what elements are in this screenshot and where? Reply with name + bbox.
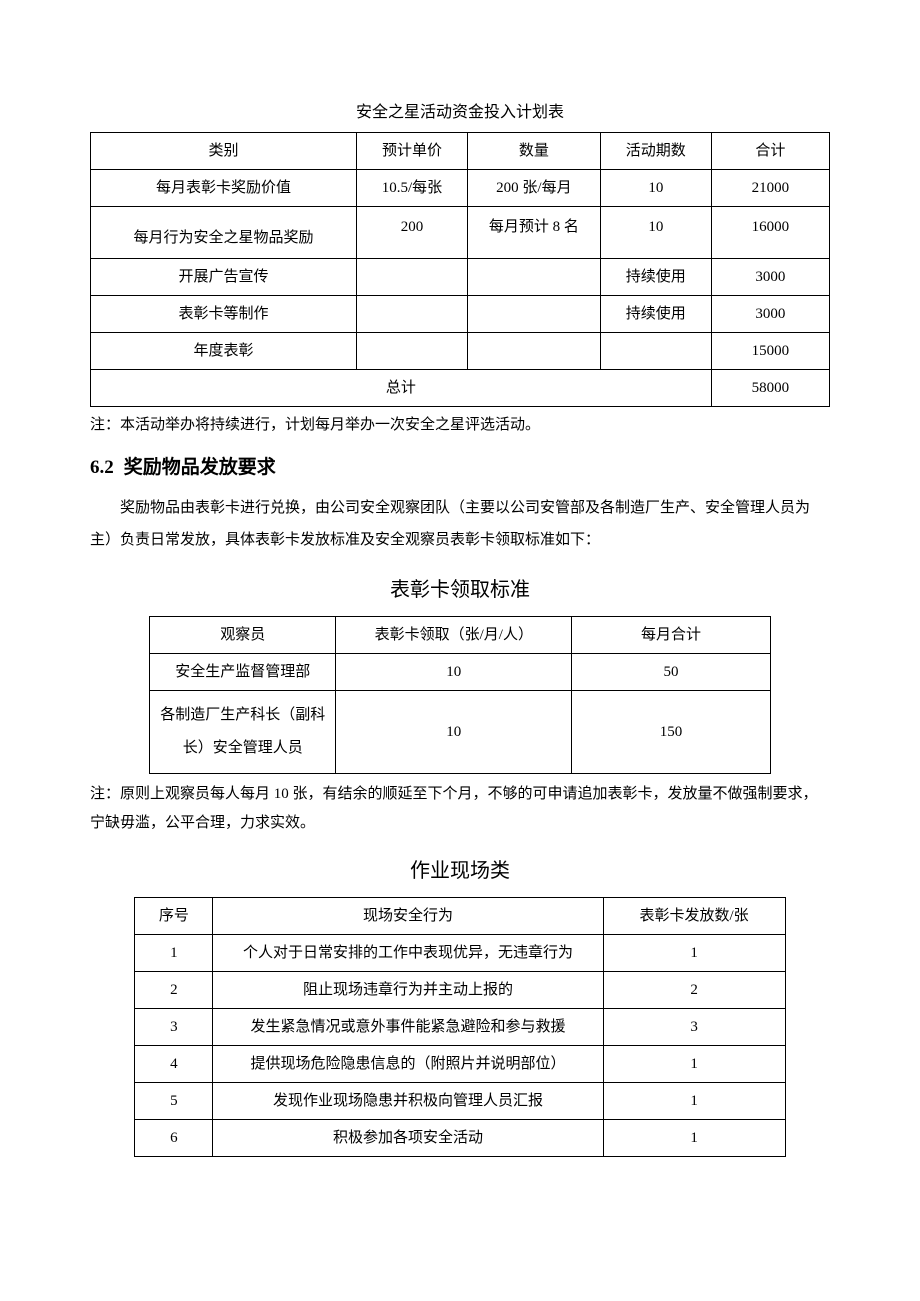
table-row: 5 发现作业现场隐患并积极向管理人员汇报 1 xyxy=(135,1083,785,1120)
cell: 21000 xyxy=(711,169,829,206)
cell: 发现作业现场隐患并积极向管理人员汇报 xyxy=(213,1083,603,1120)
cell xyxy=(467,258,600,295)
cell: 个人对于日常安排的工作中表现优异，无违章行为 xyxy=(213,935,603,972)
table-row: 表彰卡等制作 持续使用 3000 xyxy=(91,295,830,332)
th-behavior: 现场安全行为 xyxy=(213,898,603,935)
total-value: 58000 xyxy=(711,369,829,406)
cell: 10.5/每张 xyxy=(357,169,468,206)
cell: 各制造厂生产科长（副科长）安全管理人员 xyxy=(150,691,336,774)
cell xyxy=(357,332,468,369)
cell: 3000 xyxy=(711,295,829,332)
table-row: 1 个人对于日常安排的工作中表现优异，无违章行为 1 xyxy=(135,935,785,972)
table-row: 每月表彰卡奖励价值 10.5/每张 200 张/每月 10 21000 xyxy=(91,169,830,206)
table-row: 2 阻止现场违章行为并主动上报的 2 xyxy=(135,972,785,1009)
cell: 持续使用 xyxy=(600,295,711,332)
cell xyxy=(357,258,468,295)
cell: 3000 xyxy=(711,258,829,295)
cell: 2 xyxy=(135,972,213,1009)
cell: 提供现场危险隐患信息的（附照片并说明部位） xyxy=(213,1046,603,1083)
th-periods: 活动期数 xyxy=(600,132,711,169)
cell: 阻止现场违章行为并主动上报的 xyxy=(213,972,603,1009)
cell: 3 xyxy=(603,1009,785,1046)
cell: 50 xyxy=(572,654,771,691)
table-row: 序号 现场安全行为 表彰卡发放数/张 xyxy=(135,898,785,935)
cell: 15000 xyxy=(711,332,829,369)
th-count: 表彰卡发放数/张 xyxy=(603,898,785,935)
standard-table: 观察员 表彰卡领取（张/月/人） 每月合计 安全生产监督管理部 10 50 各制… xyxy=(149,616,771,774)
th-observer: 观察员 xyxy=(150,617,336,654)
cell: 积极参加各项安全活动 xyxy=(213,1120,603,1157)
cell: 1 xyxy=(603,935,785,972)
section-number: 6.2 xyxy=(90,457,114,478)
cell: 3 xyxy=(135,1009,213,1046)
cell: 表彰卡等制作 xyxy=(91,295,357,332)
table-row: 开展广告宣传 持续使用 3000 xyxy=(91,258,830,295)
total-label: 总计 xyxy=(91,369,712,406)
th-cards: 表彰卡领取（张/月/人） xyxy=(336,617,572,654)
budget-table: 类别 预计单价 数量 活动期数 合计 每月表彰卡奖励价值 10.5/每张 200… xyxy=(90,132,830,407)
cell: 10 xyxy=(336,654,572,691)
cell: 6 xyxy=(135,1120,213,1157)
table1-title: 安全之星活动资金投入计划表 xyxy=(90,100,830,126)
cell xyxy=(467,332,600,369)
th-seq: 序号 xyxy=(135,898,213,935)
cell: 200 xyxy=(357,206,468,258)
cell: 4 xyxy=(135,1046,213,1083)
cell: 每月表彰卡奖励价值 xyxy=(91,169,357,206)
cell: 1 xyxy=(603,1083,785,1120)
cell: 每月预计 8 名 xyxy=(467,206,600,258)
table-row: 6 积极参加各项安全活动 1 xyxy=(135,1120,785,1157)
cell: 安全生产监督管理部 xyxy=(150,654,336,691)
site-behavior-table: 序号 现场安全行为 表彰卡发放数/张 1 个人对于日常安排的工作中表现优异，无违… xyxy=(134,897,785,1157)
cell: 1 xyxy=(603,1120,785,1157)
table2-note: 注：原则上观察员每人每月 10 张，有结余的顺延至下个月，不够的可申请追加表彰卡… xyxy=(90,780,830,837)
cell: 150 xyxy=(572,691,771,774)
th-category: 类别 xyxy=(91,132,357,169)
table2-title: 表彰卡领取标准 xyxy=(90,574,830,606)
cell: 年度表彰 xyxy=(91,332,357,369)
table-row: 各制造厂生产科长（副科长）安全管理人员 10 150 xyxy=(150,691,771,774)
section-body: 奖励物品由表彰卡进行兑换，由公司安全观察团队（主要以公司安管部及各制造厂生产、安… xyxy=(90,493,830,556)
table-row-total: 总计 58000 xyxy=(91,369,830,406)
cell: 16000 xyxy=(711,206,829,258)
th-unitprice: 预计单价 xyxy=(357,132,468,169)
th-monthtotal: 每月合计 xyxy=(572,617,771,654)
cell: 2 xyxy=(603,972,785,1009)
section-heading: 6.2 奖励物品发放要求 xyxy=(90,453,830,483)
cell: 开展广告宣传 xyxy=(91,258,357,295)
table-row: 每月行为安全之星物品奖励 200 每月预计 8 名 10 16000 xyxy=(91,206,830,258)
th-total: 合计 xyxy=(711,132,829,169)
table-row: 年度表彰 15000 xyxy=(91,332,830,369)
th-qty: 数量 xyxy=(467,132,600,169)
cell: 1 xyxy=(603,1046,785,1083)
table-row: 4 提供现场危险隐患信息的（附照片并说明部位） 1 xyxy=(135,1046,785,1083)
cell: 10 xyxy=(600,206,711,258)
cell: 每月行为安全之星物品奖励 xyxy=(91,206,357,258)
cell: 10 xyxy=(600,169,711,206)
table-row: 观察员 表彰卡领取（张/月/人） 每月合计 xyxy=(150,617,771,654)
table3-title: 作业现场类 xyxy=(90,855,830,887)
cell xyxy=(467,295,600,332)
table-row: 3 发生紧急情况或意外事件能紧急避险和参与救援 3 xyxy=(135,1009,785,1046)
cell xyxy=(357,295,468,332)
cell: 200 张/每月 xyxy=(467,169,600,206)
table-row: 安全生产监督管理部 10 50 xyxy=(150,654,771,691)
cell: 1 xyxy=(135,935,213,972)
cell: 持续使用 xyxy=(600,258,711,295)
cell: 发生紧急情况或意外事件能紧急避险和参与救援 xyxy=(213,1009,603,1046)
cell xyxy=(600,332,711,369)
table1-note: 注：本活动举办将持续进行，计划每月举办一次安全之星评选活动。 xyxy=(90,411,830,440)
cell: 5 xyxy=(135,1083,213,1120)
cell: 10 xyxy=(336,691,572,774)
table-row: 类别 预计单价 数量 活动期数 合计 xyxy=(91,132,830,169)
section-title: 奖励物品发放要求 xyxy=(124,457,276,478)
